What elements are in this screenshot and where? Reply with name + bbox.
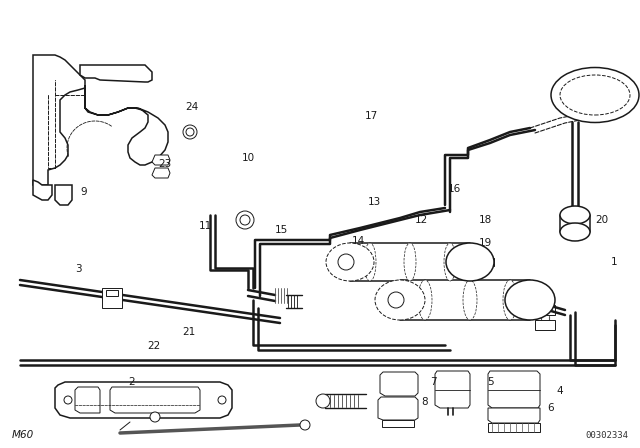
Text: 8: 8 [421,397,428,407]
Text: 6: 6 [547,403,554,413]
Text: 5: 5 [488,377,494,387]
Ellipse shape [364,243,376,281]
Circle shape [300,420,310,430]
Polygon shape [33,180,52,200]
Ellipse shape [375,280,425,320]
Circle shape [240,215,250,225]
Text: M60: M60 [12,430,35,440]
Circle shape [456,249,468,261]
Circle shape [186,128,194,136]
Polygon shape [75,387,100,413]
Ellipse shape [503,280,517,320]
Text: 14: 14 [352,236,365,246]
Bar [535,305,555,315]
Text: 3: 3 [76,264,82,274]
Polygon shape [542,295,554,305]
Text: 24: 24 [186,102,199,112]
Polygon shape [85,85,168,165]
Text: 2: 2 [128,377,134,387]
Circle shape [183,125,197,139]
Bar [535,320,555,330]
Text: 18: 18 [479,215,492,224]
Ellipse shape [463,280,477,320]
Polygon shape [152,155,170,165]
Circle shape [64,396,72,404]
Text: 9: 9 [80,187,86,197]
Polygon shape [102,288,122,308]
Circle shape [218,396,226,404]
Ellipse shape [404,243,416,281]
Polygon shape [80,65,152,82]
Text: 22: 22 [147,341,161,351]
Ellipse shape [326,243,374,281]
Ellipse shape [560,223,590,241]
Polygon shape [382,420,414,427]
Text: 23: 23 [159,159,172,168]
Text: 21: 21 [182,327,196,336]
Text: 1: 1 [611,257,618,267]
Text: 13: 13 [368,198,381,207]
Polygon shape [55,382,232,418]
Circle shape [388,292,404,308]
Text: 00302334: 00302334 [585,431,628,440]
Text: 7: 7 [430,377,436,387]
Circle shape [150,412,160,422]
Text: 4: 4 [557,386,563,396]
Polygon shape [488,371,540,408]
Circle shape [338,254,354,270]
Ellipse shape [505,280,555,320]
Ellipse shape [446,243,494,281]
Polygon shape [435,371,470,408]
Polygon shape [400,280,530,320]
Polygon shape [488,408,540,423]
Text: 16: 16 [448,184,461,194]
Ellipse shape [560,75,630,115]
Text: 11: 11 [198,221,212,231]
Ellipse shape [444,243,456,281]
Polygon shape [488,423,540,432]
Ellipse shape [560,206,590,224]
Text: 10: 10 [242,153,255,163]
Polygon shape [33,55,85,185]
Polygon shape [152,168,170,178]
Circle shape [236,211,254,229]
Text: 20: 20 [595,215,609,225]
Polygon shape [380,372,418,396]
Text: 19: 19 [479,238,492,248]
Polygon shape [106,290,118,296]
Circle shape [459,252,465,258]
Text: 17: 17 [365,112,378,121]
Polygon shape [350,243,470,281]
Text: 15: 15 [275,225,289,235]
Polygon shape [378,397,418,420]
Circle shape [316,394,330,408]
Text: 12: 12 [415,215,428,225]
Polygon shape [55,185,72,205]
Ellipse shape [551,68,639,122]
Polygon shape [110,387,200,413]
Polygon shape [482,258,494,266]
Ellipse shape [418,280,432,320]
